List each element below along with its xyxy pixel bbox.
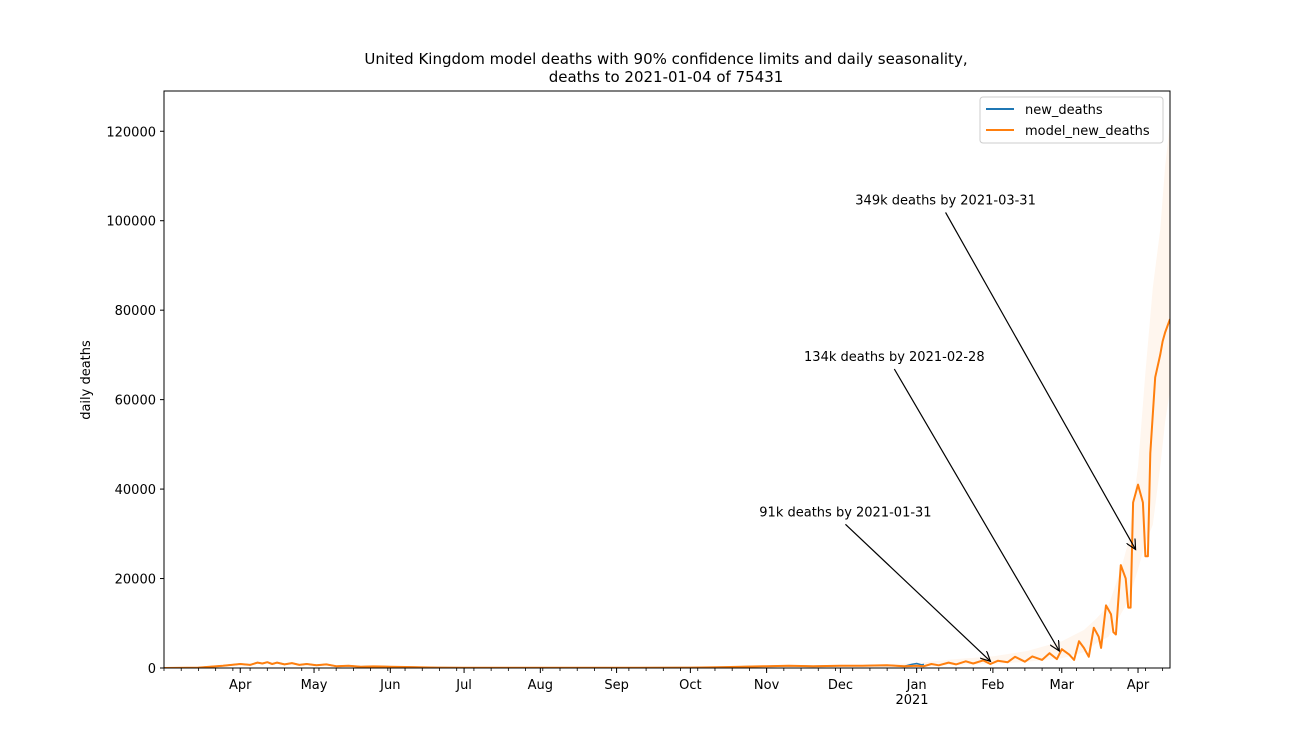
- x-tick-label: Mar: [1050, 678, 1075, 693]
- x-tick-label: Oct: [679, 678, 701, 693]
- x-tick-label: Jul: [455, 678, 472, 693]
- series-layer: [164, 318, 1170, 668]
- legend-box: [979, 96, 1164, 144]
- chart-title-line1: United Kingdom model deaths with 90% con…: [364, 50, 967, 68]
- annotation-layer: 91k deaths by 2021-01-31 134k deaths by 2…: [759, 193, 1135, 661]
- x-tick-label: Feb: [981, 678, 1004, 693]
- y-tick-label: 100000: [106, 215, 156, 230]
- x-tick-label: Apr: [1127, 678, 1150, 693]
- y-tick-label: 120000: [106, 125, 156, 140]
- series-line-model-new-deaths: [164, 318, 1170, 668]
- x-tick-label: Nov: [754, 678, 780, 693]
- annotation-label: 91k deaths by 2021-01-31: [759, 505, 931, 520]
- x-tick-label: Sep: [604, 678, 629, 693]
- chart-title-line2: deaths to 2021-01-04 of 75431: [549, 68, 784, 86]
- y-axis: 0 20000 40000 60000 80000 100000 120000: [106, 125, 164, 677]
- annotation-arrow: [845, 523, 990, 661]
- annotation-label: 134k deaths by 2021-02-28: [804, 350, 985, 365]
- legend: new_deaths model_new_deaths: [979, 96, 1164, 144]
- legend-label-model-new-deaths: model_new_deaths: [1025, 124, 1150, 139]
- x-tick-label: May: [301, 678, 328, 693]
- y-tick-label: 60000: [115, 394, 156, 409]
- annotation-arrow: [893, 368, 1059, 651]
- y-tick-label: 40000: [115, 483, 156, 498]
- x-tick-label: Jan: [906, 678, 927, 693]
- y-tick-label: 20000: [115, 573, 156, 588]
- y-tick-label: 80000: [115, 304, 156, 319]
- x-tick-label: Apr: [229, 678, 252, 693]
- plot-area-frame: [163, 90, 1171, 669]
- x-tick-label: Jun: [379, 678, 400, 693]
- x-tick-label: Dec: [828, 678, 853, 693]
- x-year-label: 2021: [895, 693, 928, 708]
- x-axis: Apr May Jun Jul Aug Sep Oct Nov Dec Jan Feb Mar Apr: [163, 668, 1164, 693]
- annotation-arrow: [945, 212, 1136, 549]
- y-tick-label: 0: [148, 662, 156, 677]
- annotation-label: 349k deaths by 2021-03-31: [855, 193, 1036, 208]
- legend-label-new-deaths: new_deaths: [1025, 103, 1103, 118]
- x-tick-label: Aug: [528, 678, 553, 693]
- y-axis-label: daily deaths: [79, 340, 94, 420]
